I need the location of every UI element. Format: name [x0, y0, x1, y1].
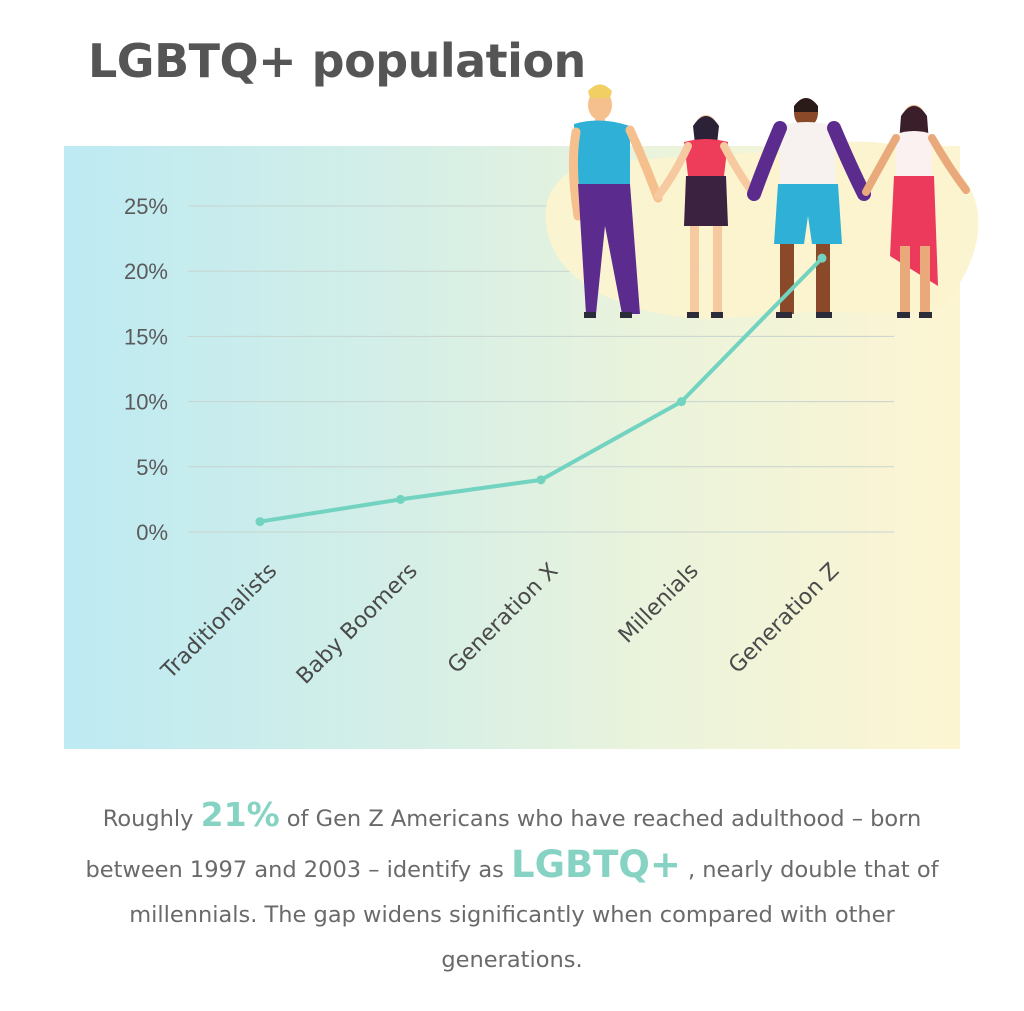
data-point — [396, 494, 405, 504]
x-tick-label: Generation Z — [724, 559, 844, 679]
person-4-icon — [862, 105, 970, 318]
line-chart: 0% 5% 10% 15% 20% 25% — [124, 84, 979, 690]
y-tick-label: 0% — [136, 520, 168, 545]
chart-panel: 0% 5% 10% 15% 20% 25% — [64, 84, 979, 749]
data-point — [255, 517, 265, 527]
caption-part-2: of Gen Z Americans who have reached adul… — [85, 806, 922, 883]
x-tick-label: Generation X — [443, 559, 563, 679]
caption-highlight-lgbtq: LGBTQ+ — [511, 843, 681, 886]
person-1-icon — [568, 84, 663, 318]
y-tick-label: 5% — [136, 455, 168, 480]
x-tick-label: Traditionalists — [156, 559, 282, 685]
data-point — [817, 253, 827, 263]
x-tick-label: Baby Boomers — [292, 559, 423, 690]
caption: Roughly 21% of Gen Z Americans who have … — [60, 792, 964, 983]
data-point — [536, 475, 546, 485]
data-point — [677, 397, 686, 407]
x-tick-label: Millenials — [614, 559, 704, 649]
y-tick-label: 15% — [124, 324, 168, 349]
y-tick-label: 10% — [124, 390, 168, 415]
y-tick-label: 20% — [124, 259, 168, 284]
caption-part-1: Roughly — [102, 806, 201, 832]
people-holding-hands-illustration — [545, 84, 979, 319]
caption-part-3: , nearly double that of millennials. The… — [129, 857, 939, 973]
caption-highlight-percent: 21% — [200, 795, 280, 834]
page-title: LGBTQ+ population — [88, 34, 586, 88]
y-tick-label: 25% — [124, 194, 168, 219]
